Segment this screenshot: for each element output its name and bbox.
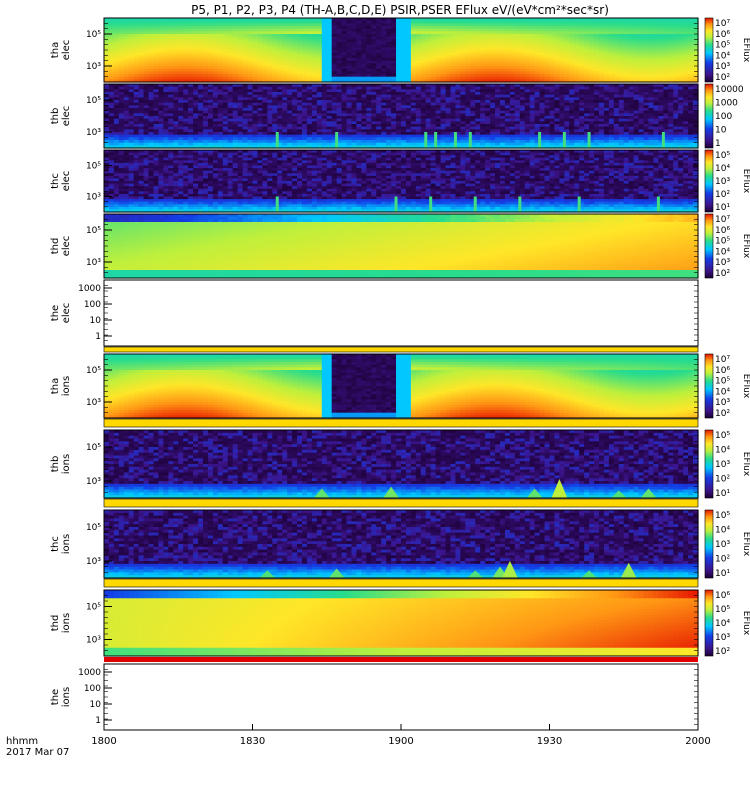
panel-thb-elec: 10000100010010110⁵10³thbelec (50, 84, 744, 149)
y-tick-label: 10⁵ (86, 30, 101, 40)
colorbar-tick-label: 10² (715, 73, 730, 83)
heatmap-tha-elec (104, 18, 699, 83)
colorbar-tick-label: 10⁶ (715, 30, 730, 40)
y-tick-label: 10³ (86, 62, 101, 72)
colorbar-tick-label: 10³ (715, 62, 730, 72)
colorbar-tick-label: 10⁷ (715, 19, 730, 29)
heatmap-thb-elec (104, 84, 699, 149)
colorbar-label: EFlux (741, 38, 750, 63)
y-axis-label: thaelec (50, 40, 72, 61)
panels: 10⁷10⁶10⁵10⁴10³10²EFlux10⁵10³thaelec1000… (50, 18, 750, 730)
colorbar-tick-label: 10⁴ (715, 51, 730, 61)
colorbar-tha-elec (705, 18, 713, 82)
chart-title: P5, P1, P2, P3, P4 (TH-A,B,C,D,E) PSIR,P… (191, 3, 609, 17)
colorbar-tick-label: 10⁵ (715, 41, 730, 51)
